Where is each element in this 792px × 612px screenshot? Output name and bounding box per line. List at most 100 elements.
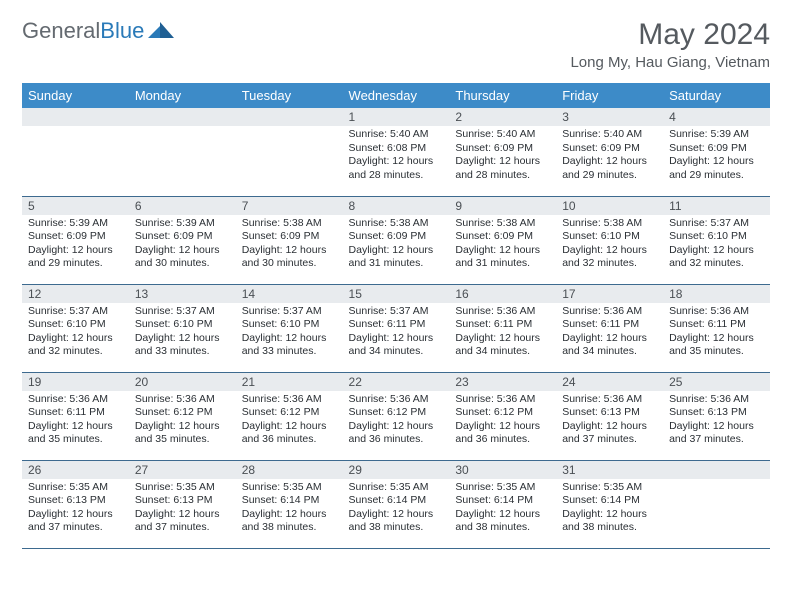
weekday-header: Sunday [22,83,129,108]
day-details: Sunrise: 5:36 AMSunset: 6:11 PMDaylight:… [663,303,770,364]
weekday-header: Tuesday [236,83,343,108]
weekday-header: Thursday [449,83,556,108]
day-number: 9 [449,197,556,215]
day-number: 27 [129,461,236,479]
calendar-day-cell: 30Sunrise: 5:35 AMSunset: 6:14 PMDayligh… [449,460,556,548]
calendar-day-cell: 1Sunrise: 5:40 AMSunset: 6:08 PMDaylight… [343,108,450,196]
day-number: 16 [449,285,556,303]
day-number: 13 [129,285,236,303]
calendar-day-cell: 16Sunrise: 5:36 AMSunset: 6:11 PMDayligh… [449,284,556,372]
day-details: Sunrise: 5:35 AMSunset: 6:14 PMDaylight:… [449,479,556,540]
calendar-day-cell: 23Sunrise: 5:36 AMSunset: 6:12 PMDayligh… [449,372,556,460]
weekday-row: SundayMondayTuesdayWednesdayThursdayFrid… [22,83,770,108]
calendar-day-cell: 19Sunrise: 5:36 AMSunset: 6:11 PMDayligh… [22,372,129,460]
day-number: 30 [449,461,556,479]
calendar-day-cell: 3Sunrise: 5:40 AMSunset: 6:09 PMDaylight… [556,108,663,196]
title-block: May 2024 Long My, Hau Giang, Vietnam [570,18,770,71]
day-details: Sunrise: 5:38 AMSunset: 6:09 PMDaylight:… [449,215,556,276]
calendar-day-cell: 5Sunrise: 5:39 AMSunset: 6:09 PMDaylight… [22,196,129,284]
calendar-table: SundayMondayTuesdayWednesdayThursdayFrid… [22,83,770,549]
header: GeneralBlue May 2024 Long My, Hau Giang,… [0,0,792,75]
day-number: 12 [22,285,129,303]
calendar-day-cell: 27Sunrise: 5:35 AMSunset: 6:13 PMDayligh… [129,460,236,548]
day-details: Sunrise: 5:36 AMSunset: 6:11 PMDaylight:… [556,303,663,364]
day-details: Sunrise: 5:39 AMSunset: 6:09 PMDaylight:… [22,215,129,276]
calendar-day-cell: 7Sunrise: 5:38 AMSunset: 6:09 PMDaylight… [236,196,343,284]
brand-part2: Blue [100,18,144,44]
weekday-header: Monday [129,83,236,108]
day-number: 22 [343,373,450,391]
day-details: Sunrise: 5:36 AMSunset: 6:12 PMDaylight:… [236,391,343,452]
day-number: 2 [449,108,556,126]
calendar-empty-cell [663,460,770,548]
day-number: 5 [22,197,129,215]
day-details: Sunrise: 5:39 AMSunset: 6:09 PMDaylight:… [129,215,236,276]
day-number: 24 [556,373,663,391]
calendar-day-cell: 6Sunrise: 5:39 AMSunset: 6:09 PMDaylight… [129,196,236,284]
day-details: Sunrise: 5:36 AMSunset: 6:12 PMDaylight:… [129,391,236,452]
calendar-day-cell: 20Sunrise: 5:36 AMSunset: 6:12 PMDayligh… [129,372,236,460]
day-details: Sunrise: 5:38 AMSunset: 6:09 PMDaylight:… [343,215,450,276]
calendar-day-cell: 11Sunrise: 5:37 AMSunset: 6:10 PMDayligh… [663,196,770,284]
calendar-week-row: 1Sunrise: 5:40 AMSunset: 6:08 PMDaylight… [22,108,770,196]
calendar-week-row: 5Sunrise: 5:39 AMSunset: 6:09 PMDaylight… [22,196,770,284]
day-details: Sunrise: 5:35 AMSunset: 6:14 PMDaylight:… [556,479,663,540]
day-details: Sunrise: 5:37 AMSunset: 6:10 PMDaylight:… [129,303,236,364]
calendar-day-cell: 22Sunrise: 5:36 AMSunset: 6:12 PMDayligh… [343,372,450,460]
day-number: 3 [556,108,663,126]
day-number: 21 [236,373,343,391]
day-number: 23 [449,373,556,391]
calendar-day-cell: 18Sunrise: 5:36 AMSunset: 6:11 PMDayligh… [663,284,770,372]
day-details: Sunrise: 5:35 AMSunset: 6:13 PMDaylight:… [129,479,236,540]
brand-logo: GeneralBlue [22,18,176,44]
day-number: 10 [556,197,663,215]
calendar-day-cell: 21Sunrise: 5:36 AMSunset: 6:12 PMDayligh… [236,372,343,460]
calendar-day-cell: 12Sunrise: 5:37 AMSunset: 6:10 PMDayligh… [22,284,129,372]
weekday-header: Saturday [663,83,770,108]
day-number: 29 [343,461,450,479]
day-details: Sunrise: 5:36 AMSunset: 6:13 PMDaylight:… [663,391,770,452]
day-number: 19 [22,373,129,391]
day-details: Sunrise: 5:39 AMSunset: 6:09 PMDaylight:… [663,126,770,187]
day-number: 26 [22,461,129,479]
calendar-day-cell: 28Sunrise: 5:35 AMSunset: 6:14 PMDayligh… [236,460,343,548]
calendar-body: 1Sunrise: 5:40 AMSunset: 6:08 PMDaylight… [22,108,770,548]
day-number: 18 [663,285,770,303]
day-details: Sunrise: 5:35 AMSunset: 6:14 PMDaylight:… [343,479,450,540]
day-details: Sunrise: 5:40 AMSunset: 6:08 PMDaylight:… [343,126,450,187]
calendar-head: SundayMondayTuesdayWednesdayThursdayFrid… [22,83,770,108]
calendar-day-cell: 8Sunrise: 5:38 AMSunset: 6:09 PMDaylight… [343,196,450,284]
day-details: Sunrise: 5:38 AMSunset: 6:09 PMDaylight:… [236,215,343,276]
day-number: 11 [663,197,770,215]
location-text: Long My, Hau Giang, Vietnam [570,54,770,71]
calendar-day-cell: 15Sunrise: 5:37 AMSunset: 6:11 PMDayligh… [343,284,450,372]
day-details: Sunrise: 5:38 AMSunset: 6:10 PMDaylight:… [556,215,663,276]
day-number: 17 [556,285,663,303]
day-details: Sunrise: 5:35 AMSunset: 6:13 PMDaylight:… [22,479,129,540]
calendar-day-cell: 10Sunrise: 5:38 AMSunset: 6:10 PMDayligh… [556,196,663,284]
day-details: Sunrise: 5:40 AMSunset: 6:09 PMDaylight:… [556,126,663,187]
day-number: 15 [343,285,450,303]
calendar-day-cell: 25Sunrise: 5:36 AMSunset: 6:13 PMDayligh… [663,372,770,460]
day-details: Sunrise: 5:40 AMSunset: 6:09 PMDaylight:… [449,126,556,187]
calendar-day-cell: 9Sunrise: 5:38 AMSunset: 6:09 PMDaylight… [449,196,556,284]
calendar-day-cell: 4Sunrise: 5:39 AMSunset: 6:09 PMDaylight… [663,108,770,196]
calendar-day-cell: 26Sunrise: 5:35 AMSunset: 6:13 PMDayligh… [22,460,129,548]
day-details: Sunrise: 5:37 AMSunset: 6:10 PMDaylight:… [236,303,343,364]
day-details: Sunrise: 5:37 AMSunset: 6:10 PMDaylight:… [663,215,770,276]
calendar-week-row: 26Sunrise: 5:35 AMSunset: 6:13 PMDayligh… [22,460,770,548]
calendar-empty-cell [129,108,236,196]
calendar-day-cell: 14Sunrise: 5:37 AMSunset: 6:10 PMDayligh… [236,284,343,372]
calendar-day-cell: 24Sunrise: 5:36 AMSunset: 6:13 PMDayligh… [556,372,663,460]
day-details: Sunrise: 5:36 AMSunset: 6:13 PMDaylight:… [556,391,663,452]
weekday-header: Friday [556,83,663,108]
calendar-week-row: 12Sunrise: 5:37 AMSunset: 6:10 PMDayligh… [22,284,770,372]
day-details: Sunrise: 5:36 AMSunset: 6:11 PMDaylight:… [449,303,556,364]
calendar-day-cell: 13Sunrise: 5:37 AMSunset: 6:10 PMDayligh… [129,284,236,372]
day-details: Sunrise: 5:36 AMSunset: 6:12 PMDaylight:… [343,391,450,452]
day-details: Sunrise: 5:37 AMSunset: 6:11 PMDaylight:… [343,303,450,364]
day-details: Sunrise: 5:36 AMSunset: 6:11 PMDaylight:… [22,391,129,452]
day-number: 25 [663,373,770,391]
day-number: 4 [663,108,770,126]
day-number: 20 [129,373,236,391]
